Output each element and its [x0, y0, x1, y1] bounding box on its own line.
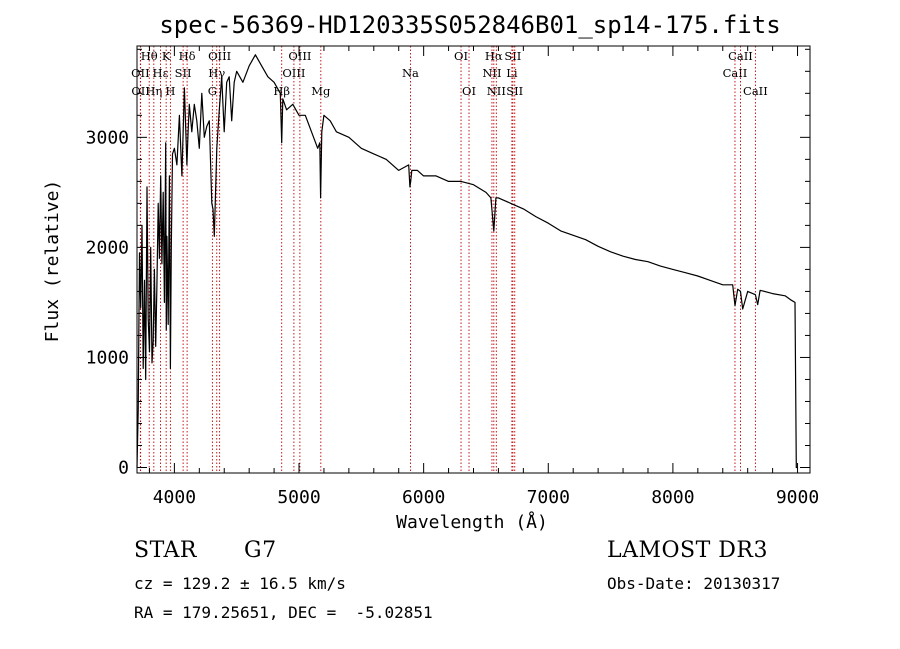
y-tick-label: 3000: [86, 127, 129, 148]
x-tick-label: 8000: [651, 487, 694, 508]
object-class: STAR: [134, 538, 197, 563]
x-tick-label: 5000: [277, 487, 320, 508]
line-label-sii: SII: [175, 66, 192, 80]
object-subclass: G7: [244, 538, 277, 563]
y-axis-label: Flux (relative): [42, 180, 63, 343]
plot-frame: [136, 45, 811, 474]
x-tick-label: 4000: [153, 487, 196, 508]
line-label-oiii: OIII: [208, 49, 231, 63]
coordinates: RA = 179.25651, DEC = -5.02851: [134, 603, 433, 622]
line-label-nii: NII: [487, 84, 506, 98]
line-label-g: G: [208, 84, 217, 98]
line-label-oii: OII: [131, 66, 150, 80]
x-tick-label: 6000: [402, 487, 445, 508]
line-label-oii: OII: [131, 84, 150, 98]
redshift-readout: cz = 129.2 ± 16.5 km/s: [134, 574, 346, 593]
spectrum-line: [136, 54, 798, 469]
line-label-caii: CaII: [743, 84, 768, 98]
line-label-li: Li: [506, 66, 518, 80]
obs-date: Obs-Date: 20130317: [607, 574, 781, 593]
line-label-oi: OI: [454, 49, 468, 63]
line-label-hγ: Hγ: [208, 66, 225, 80]
y-tick-label: 2000: [86, 237, 129, 258]
x-tick-label: 7000: [527, 487, 570, 508]
axis-ticks: 4000 5000 6000 7000 8000 9000 0 1000 2000 3000: [86, 46, 819, 508]
survey-name: LAMOST DR3: [607, 538, 768, 563]
x-axis-label: Wavelength (Å): [396, 511, 548, 533]
line-label-hη: Hη: [145, 84, 162, 98]
line-label-sii: SII: [504, 49, 521, 63]
line-label-hθ: Hθ: [141, 49, 158, 63]
line-label-hε: Hε: [153, 66, 169, 80]
line-label-nii: NII: [482, 66, 501, 80]
line-label-caii: CaII: [723, 66, 748, 80]
line-label-oi: OI: [462, 84, 476, 98]
line-label-oiii: OIII: [282, 66, 305, 80]
line-label-caii: CaII: [728, 49, 753, 63]
chart-title: spec-56369-HD120335S052846B01_sp14-175.f…: [159, 11, 780, 39]
line-label-h: H: [165, 84, 175, 98]
spectral-line-markers: OIIOIIHθHηHεKHSIIHδGHγOIIIHβOIIIOIIIMgNa…: [131, 46, 768, 473]
y-tick-label: 1000: [86, 347, 129, 368]
line-label-hα: Hα: [485, 49, 503, 63]
x-tick-label: 9000: [776, 487, 819, 508]
line-label-k: K: [162, 49, 171, 63]
line-label-oiii: OIII: [288, 49, 311, 63]
line-label-hδ: Hδ: [179, 49, 196, 63]
line-label-mg: Mg: [311, 84, 331, 98]
line-label-sii: SII: [506, 84, 523, 98]
y-tick-label: 0: [118, 457, 129, 478]
line-label-na: Na: [402, 66, 419, 80]
